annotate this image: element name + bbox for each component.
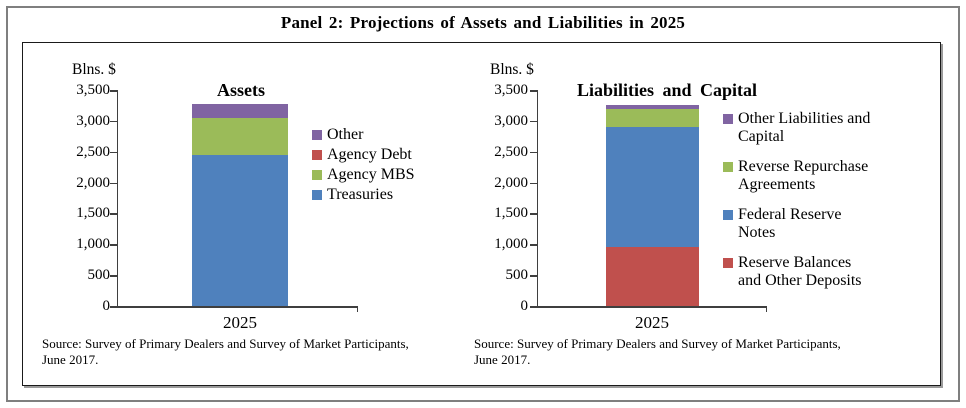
y-axis-tick	[110, 182, 117, 185]
y-axis-tick	[530, 306, 537, 308]
y-axis-title: Blns. $	[490, 61, 534, 78]
source-line: Source: Survey of Primary Dealers and Su…	[474, 336, 841, 351]
bar-segment-reserve-balances-and-other-deposits	[606, 247, 699, 306]
y-tick-label: 3,000	[494, 112, 528, 129]
x-axis-line	[116, 306, 358, 308]
y-axis-title: Blns. $	[72, 61, 116, 78]
y-tick-label: 1,000	[76, 236, 110, 253]
legend: Other Liabilities and Capital Reverse Re…	[723, 110, 870, 302]
legend-item: Other	[312, 126, 415, 144]
y-tick-label: 3,000	[76, 112, 110, 129]
y-tick-label: 500	[505, 267, 529, 284]
legend-swatch-other-liabilities	[723, 114, 733, 124]
y-axis-tick	[530, 90, 537, 92]
legend: Other Agency Debt Agency MBS Treasuries	[312, 126, 415, 206]
legend-label: Agency Debt	[327, 146, 412, 163]
y-axis-line	[116, 90, 118, 308]
chart-title: Liabilities and Capital	[576, 80, 758, 100]
legend-swatch-agency-mbs	[312, 170, 322, 180]
x-axis-end-tick	[765, 306, 767, 312]
panel-title: Panel 2: Projections of Assets and Liabi…	[280, 13, 686, 32]
y-tick-label: 1,000	[494, 236, 528, 253]
y-tick-label: 2,000	[494, 174, 528, 191]
bar-segment-agency-mbs	[192, 117, 288, 155]
bar-segment-federal-reserve-notes	[606, 127, 699, 248]
legend-swatch-treasuries	[312, 190, 322, 200]
legend-label: Other Liabilities and Capital	[738, 110, 871, 145]
y-axis-tick	[530, 275, 537, 277]
y-tick-label: 3,500	[76, 82, 110, 98]
y-axis-line	[536, 90, 538, 308]
y-axis-tick	[530, 182, 537, 185]
y-tick-label: 0	[102, 298, 111, 314]
y-tick-label: 500	[87, 267, 111, 284]
y-tick-label: 2,500	[76, 143, 110, 160]
source-note: Source: Survey of Primary Dealers and Su…	[42, 336, 462, 368]
bar-segment-other	[192, 104, 288, 118]
source-line: Source: Survey of Primary Dealers and Su…	[42, 336, 409, 351]
legend-item: Agency Debt	[312, 146, 415, 164]
y-tick-label: 2,000	[76, 174, 110, 191]
chart-area-frame	[22, 42, 941, 386]
chart-title: Assets	[217, 80, 265, 100]
source-note: Source: Survey of Primary Dealers and Su…	[474, 336, 894, 368]
y-axis-tick	[530, 120, 537, 123]
y-axis-tick	[110, 120, 117, 123]
y-axis-tick	[110, 151, 117, 154]
bar-segment-reverse-repurchase-agreements	[606, 108, 699, 127]
legend-item: Federal Reserve Notes	[723, 206, 870, 242]
x-axis-end-tick	[356, 306, 358, 312]
legend-label: Reverse Repurchase Agreements	[738, 158, 869, 193]
y-axis-tick	[110, 306, 117, 308]
legend-swatch-frn	[723, 210, 733, 220]
source-line: June 2017.	[474, 352, 531, 367]
legend-item: Reverse Repurchase Agreements	[723, 158, 870, 194]
y-tick-label: 0	[520, 298, 529, 314]
legend-item: Treasuries	[312, 186, 415, 204]
y-tick-label: 1,500	[494, 205, 528, 222]
legend-swatch-agency-debt	[312, 150, 322, 160]
y-axis-tick	[110, 244, 117, 246]
x-category-label: 2025	[635, 313, 669, 332]
legend-swatch-reserve-balances	[723, 258, 733, 268]
y-tick-label: 3,500	[494, 82, 528, 98]
legend-label: Agency MBS	[327, 166, 415, 183]
legend-swatch-reverse-repo	[723, 162, 733, 172]
legend-label: Reserve Balances and Other Deposits	[738, 254, 862, 289]
y-axis-tick	[530, 213, 537, 215]
source-line: June 2017.	[42, 352, 99, 367]
legend-swatch-other	[312, 130, 322, 140]
legend-label: Other	[327, 126, 364, 143]
legend-item: Reserve Balances and Other Deposits	[723, 254, 870, 290]
y-axis-tick	[530, 151, 537, 154]
legend-label: Federal Reserve Notes	[738, 206, 842, 241]
y-axis-tick	[110, 213, 117, 215]
y-tick-label: 2,500	[494, 143, 528, 160]
legend-item: Agency MBS	[312, 166, 415, 184]
legend-item: Other Liabilities and Capital	[723, 110, 870, 146]
legend-label: Treasuries	[327, 186, 394, 203]
x-axis-line	[536, 306, 767, 308]
y-axis-tick	[110, 90, 117, 92]
y-tick-label: 1,500	[76, 205, 110, 222]
x-category-label: 2025	[223, 313, 257, 332]
y-axis-tick	[530, 244, 537, 246]
bar-segment-treasuries	[192, 154, 288, 306]
y-axis-tick	[110, 275, 117, 277]
bar-segment-other-liabilities-and-capital	[606, 105, 699, 109]
